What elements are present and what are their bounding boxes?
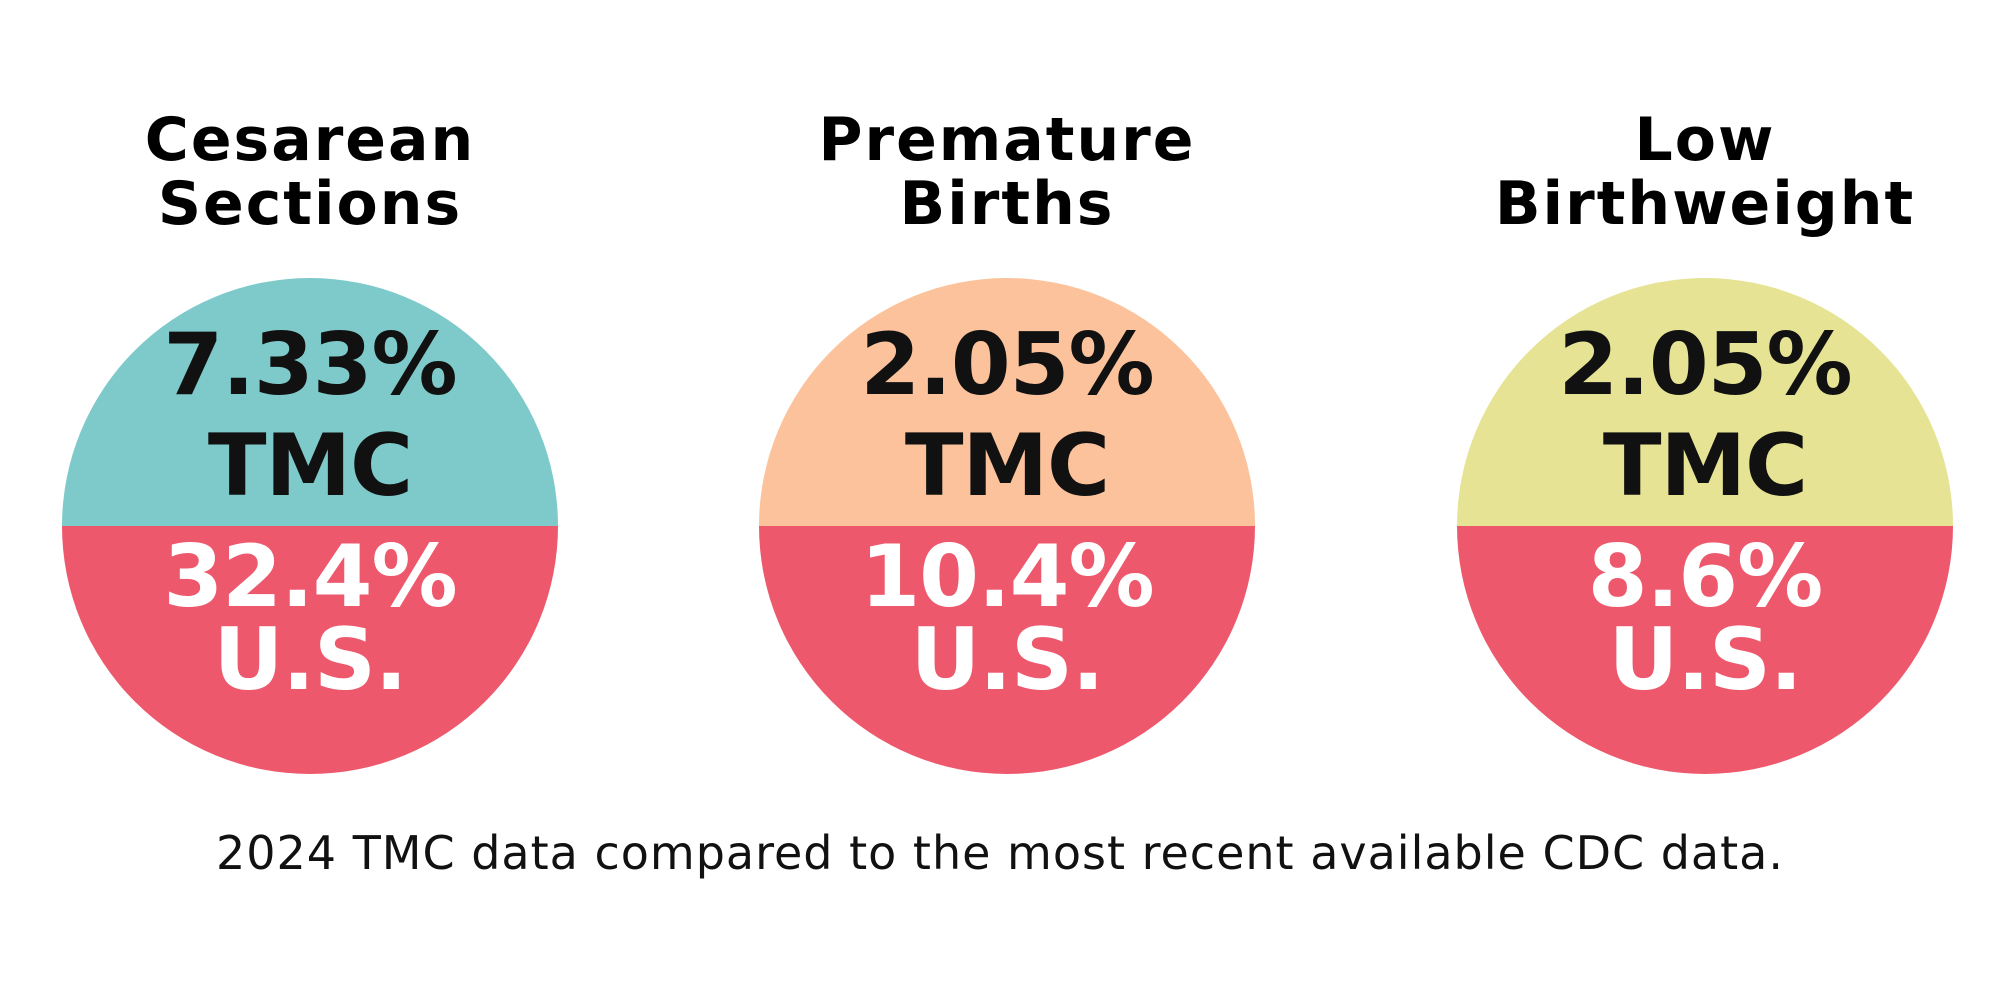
panel-title-line: Births [899,169,1115,239]
us-half: 8.6% U.S. [1457,526,1953,774]
us-half: 10.4% U.S. [759,526,1255,774]
tmc-value: 7.33% [163,315,457,415]
us-half: 32.4% U.S. [62,526,558,774]
us-label: U.S. [1608,610,1802,710]
panel-title-line: Birthweight [1494,169,1916,239]
metric-panel: Low Birthweight 2.05% TMC 8.6% U.S. [1445,0,1965,800]
metric-panel: Cesarean Sections 7.33% TMC 32.4% U.S. [50,0,570,800]
panel-title-line: Premature [818,105,1196,175]
panel-title-line: Cesarean [144,105,476,175]
panel-title-line: Low [1634,105,1776,175]
panel-title: Premature Births [747,108,1267,236]
us-value: 10.4% [860,527,1154,627]
tmc-label: TMC [1602,416,1808,516]
panel-title-line: Sections [157,169,463,239]
panel-title: Low Birthweight [1445,108,1965,236]
tmc-half: 2.05% TMC [759,278,1255,526]
split-circle: 2.05% TMC 10.4% U.S. [759,278,1255,774]
us-label: U.S. [910,610,1104,710]
footnote: 2024 TMC data compared to the most recen… [216,826,1784,880]
us-value: 32.4% [163,527,457,627]
tmc-value: 2.05% [860,315,1154,415]
split-circle: 2.05% TMC 8.6% U.S. [1457,278,1953,774]
split-circle: 7.33% TMC 32.4% U.S. [62,278,558,774]
tmc-label: TMC [904,416,1110,516]
panel-title: Cesarean Sections [50,108,570,236]
us-value: 8.6% [1587,527,1824,627]
tmc-label: TMC [207,416,413,516]
tmc-half: 7.33% TMC [62,278,558,526]
metric-panel: Premature Births 2.05% TMC 10.4% U.S. [747,0,1267,800]
us-label: U.S. [213,610,407,710]
tmc-value: 2.05% [1558,315,1852,415]
tmc-half: 2.05% TMC [1457,278,1953,526]
